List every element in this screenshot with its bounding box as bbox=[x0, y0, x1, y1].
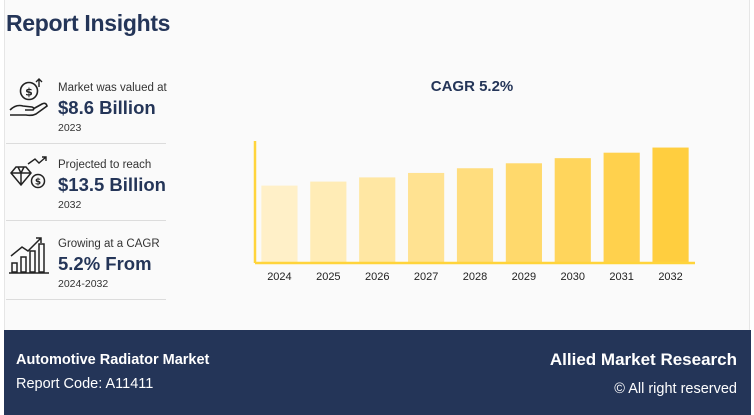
stat-value: $13.5 Billion bbox=[58, 174, 166, 195]
stat-value: $8.6 Billion bbox=[58, 97, 156, 118]
bar-2029 bbox=[505, 163, 542, 263]
x-tick-label: 2029 bbox=[512, 271, 536, 283]
x-tick-label: 2030 bbox=[561, 271, 585, 283]
bar-2025 bbox=[310, 181, 347, 263]
bar-2030 bbox=[554, 158, 591, 263]
bar-2031 bbox=[603, 152, 640, 263]
report-code: Report Code: A11411 bbox=[16, 376, 154, 392]
copyright-text: © All right reserved bbox=[614, 381, 737, 397]
stat-label: Market was valued at bbox=[58, 82, 167, 94]
bar-growth-icon bbox=[9, 237, 49, 274]
svg-text:$: $ bbox=[35, 178, 41, 188]
stat-year: 2023 bbox=[58, 122, 82, 134]
stat-year: 2032 bbox=[58, 199, 82, 211]
stat-year: 2024-2032 bbox=[58, 278, 109, 290]
stat-projected-value: $ Projected to reach $13.5 Billion 2032 bbox=[6, 145, 166, 221]
bar-2024 bbox=[261, 185, 298, 263]
money-hand-icon: $ bbox=[9, 78, 48, 117]
report-name: Automotive Radiator Market bbox=[16, 352, 210, 368]
x-tick-label: 2026 bbox=[365, 271, 389, 283]
chart-title: CAGR 5.2% bbox=[430, 78, 514, 95]
page-title: Report Insights bbox=[6, 10, 171, 36]
x-tick-label: 2032 bbox=[658, 271, 682, 283]
x-tick-label: 2028 bbox=[463, 271, 487, 283]
bar-2026 bbox=[359, 177, 396, 263]
bar-2028 bbox=[456, 168, 494, 263]
x-tick-label: 2027 bbox=[414, 271, 438, 283]
bar-2027 bbox=[408, 172, 445, 263]
stat-label: Growing at a CAGR bbox=[58, 238, 160, 250]
x-tick-label: 2024 bbox=[267, 271, 291, 283]
stat-cagr: Growing at a CAGR 5.2% From 2024-2032 bbox=[6, 224, 166, 300]
x-tick-label: 2025 bbox=[316, 271, 340, 283]
diamond-growth-icon: $ bbox=[10, 156, 47, 189]
stat-label: Projected to reach bbox=[58, 159, 152, 171]
stat-value: 5.2% From bbox=[58, 253, 152, 274]
x-tick-label: 2031 bbox=[609, 271, 633, 283]
bar-chart: 2024 2025 2026 2027 2028 2029 2030 2031 2032 bbox=[253, 141, 695, 283]
brand-name: Allied Market Research bbox=[549, 350, 737, 369]
stat-market-value: $ Market was valued at $8.6 Billion 2023 bbox=[6, 68, 167, 144]
svg-text:$: $ bbox=[25, 86, 33, 99]
bar-2032 bbox=[652, 147, 689, 263]
footer: Automotive Radiator Market Report Code: … bbox=[4, 330, 751, 415]
